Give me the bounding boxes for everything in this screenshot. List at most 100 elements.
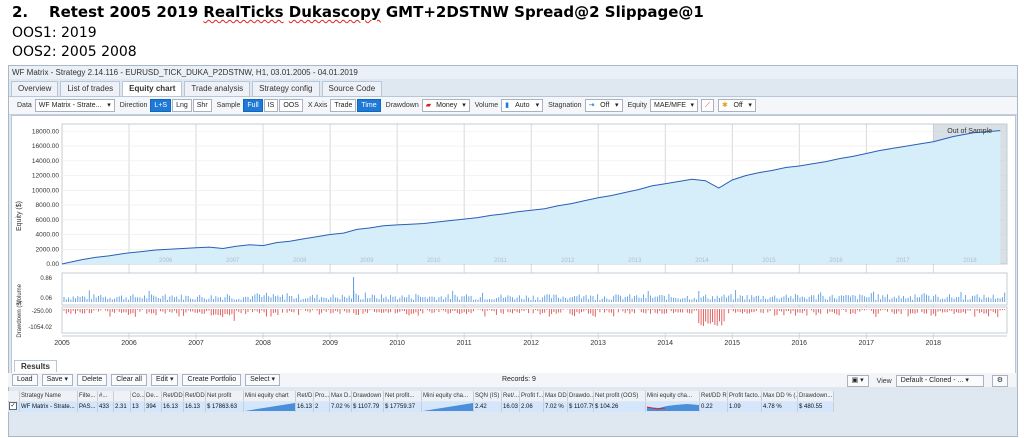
tab-bar: Overview List of trades Equity chart Tra… bbox=[9, 81, 1017, 96]
column-header[interactable]: Co... bbox=[131, 391, 145, 401]
y-tick-label: 16000.00 bbox=[32, 143, 59, 150]
column-header[interactable]: Ret/D... bbox=[296, 391, 314, 401]
tab-trade-analysis[interactable]: Trade analysis bbox=[184, 81, 251, 96]
column-header[interactable]: De... bbox=[145, 391, 162, 401]
volume-select[interactable]: ▮ Auto ▾ bbox=[501, 99, 544, 112]
column-header[interactable]: Net profit (OOS) bbox=[594, 391, 646, 401]
column-header[interactable]: Net profit... bbox=[384, 391, 422, 401]
chevron-down-icon: ▾ bbox=[965, 377, 969, 384]
delete-button-2[interactable]: Delete bbox=[77, 374, 108, 386]
create-portfolio-button-2[interactable]: Create Portfolio bbox=[182, 374, 242, 386]
column-header[interactable]: Max DD... bbox=[544, 391, 568, 401]
tab-overview[interactable]: Overview bbox=[11, 81, 59, 96]
heading-title-post: GMT+2DSTNW Spread@2 Slippage@1 bbox=[380, 3, 704, 21]
direction-lng-button[interactable]: Lng bbox=[172, 99, 192, 112]
chevron-down-icon: ▾ bbox=[615, 102, 619, 109]
column-header[interactable]: Pro... bbox=[314, 391, 330, 401]
equity-select[interactable]: MAE/MFE ▾ bbox=[650, 99, 699, 112]
edit-button-2[interactable]: Edit ▾ bbox=[150, 374, 179, 386]
column-header[interactable]: Strategy Name bbox=[20, 391, 78, 401]
xaxis-time-button[interactable]: Time bbox=[357, 99, 381, 112]
equity-extra-select[interactable]: ✱ Off ▾ bbox=[717, 99, 756, 112]
drawdown-select[interactable]: ▰ Money ▾ bbox=[421, 99, 470, 112]
x-tick-label: 2011 bbox=[457, 340, 472, 347]
drawdown-panel bbox=[61, 306, 1008, 334]
settings-button-2[interactable]: ⚙ bbox=[991, 375, 1008, 387]
tab-strategy-config[interactable]: Strategy config bbox=[252, 81, 320, 96]
column-header[interactable]: Profit facto... bbox=[728, 391, 762, 401]
data-select-value: WF Matrix - Strate... bbox=[38, 102, 102, 109]
view-label-2: View bbox=[876, 377, 892, 385]
view-value-2: Default - Cloned - ... bbox=[900, 377, 964, 384]
column-header[interactable]: Max D... bbox=[330, 391, 352, 401]
save-button-2[interactable]: Save ▾ bbox=[41, 374, 74, 386]
column-header[interactable]: #... bbox=[98, 391, 114, 401]
inner-year-label: 2010 bbox=[427, 258, 441, 264]
results-tab[interactable]: Results bbox=[14, 360, 57, 372]
row-checkbox[interactable]: ✓ bbox=[8, 402, 20, 412]
column-header[interactable]: SQN (IS) bbox=[474, 391, 502, 401]
direction-shr-button[interactable]: Shr bbox=[192, 99, 212, 112]
column-header[interactable] bbox=[8, 391, 20, 401]
checkmark-icon[interactable]: ✓ bbox=[9, 402, 17, 411]
stagnation-select[interactable]: ⇥ Off ▾ bbox=[584, 99, 623, 112]
column-header[interactable]: Net profit bbox=[206, 391, 244, 401]
column-header[interactable]: Ret/DD... bbox=[184, 391, 206, 401]
inner-year-label: 2016 bbox=[829, 258, 843, 264]
clear-all-button-2[interactable]: Clear all bbox=[111, 374, 147, 386]
x-tick-label: 2006 bbox=[121, 340, 137, 347]
table-cell: 2 bbox=[314, 402, 330, 412]
column-header[interactable]: Mini equity cha... bbox=[646, 391, 700, 401]
x-tick-label: 2010 bbox=[389, 340, 405, 347]
select-button-2[interactable]: Select ▾ bbox=[245, 374, 281, 386]
y-tick-label: 12000.00 bbox=[32, 173, 59, 180]
tab-list-of-trades[interactable]: List of trades bbox=[60, 81, 121, 96]
stagnation-label: Stagnation bbox=[548, 102, 582, 109]
table-cell: 16.03 bbox=[502, 402, 520, 412]
column-header[interactable]: Mini equity cha... bbox=[422, 391, 474, 401]
equity-line-button[interactable]: ⟋ bbox=[701, 99, 714, 112]
chevron-down-icon: ▾ bbox=[462, 102, 466, 109]
x-tick-label: 2016 bbox=[791, 340, 807, 347]
table-cell: 394 bbox=[145, 402, 162, 412]
view-select-2[interactable]: Default - Cloned - ... ▾ bbox=[895, 375, 984, 387]
table-cell: $ 17759.37 bbox=[384, 402, 422, 412]
table-row[interactable]: ✓ WF Matrix - Strate... PAS... 433 2.31 13 394… bbox=[8, 402, 1016, 412]
column-header[interactable]: Ret/DD R... bbox=[700, 391, 728, 401]
inner-year-label: 2013 bbox=[628, 258, 642, 264]
x-tick-label: 2018 bbox=[925, 340, 941, 347]
column-header[interactable]: Drawdown bbox=[352, 391, 384, 401]
results-button-bar: Load Save ▾ Delete Clear all Edit ▾ Crea… bbox=[8, 373, 1016, 387]
tab-source-code[interactable]: Source Code bbox=[321, 81, 383, 96]
equity-extra-value: Off bbox=[733, 102, 743, 109]
y-tick-label: 6000.00 bbox=[36, 217, 60, 224]
load-button-2[interactable]: Load bbox=[12, 374, 38, 386]
mini-equity-chart bbox=[422, 402, 474, 412]
sample-is-button[interactable]: IS bbox=[263, 99, 279, 112]
column-header[interactable]: Profit f... bbox=[520, 391, 544, 401]
tab-equity-chart[interactable]: Equity chart bbox=[122, 81, 183, 96]
y-axis-label: Equity ($) bbox=[16, 201, 23, 231]
sample-oos-button[interactable]: OOS bbox=[279, 99, 303, 112]
export-button-2[interactable]: ▣ ▾ bbox=[846, 375, 869, 387]
column-header[interactable]: Max DD % (... bbox=[762, 391, 798, 401]
inner-year-label: 2009 bbox=[360, 258, 374, 264]
column-header[interactable]: Drawdown... bbox=[798, 391, 834, 401]
column-header[interactable] bbox=[114, 391, 131, 401]
column-header[interactable]: Drawdo... bbox=[568, 391, 594, 401]
table-cell: 7.02 % bbox=[330, 402, 352, 412]
column-header[interactable]: Ret/DD... bbox=[162, 391, 184, 401]
x-tick-label: 2009 bbox=[322, 340, 338, 347]
x-tick-label: 2017 bbox=[858, 340, 874, 347]
column-header[interactable]: Mini equity chart bbox=[244, 391, 296, 401]
xaxis-trade-button[interactable]: Trade bbox=[330, 99, 357, 112]
column-header[interactable]: Ret/... bbox=[502, 391, 520, 401]
sample-full-button[interactable]: Full bbox=[243, 99, 263, 112]
window-title: WF Matrix - Strategy 2.14.116 - EURUSD_T… bbox=[9, 66, 1017, 79]
table-header: Strategy Name Filte... #... Co... De... Ret/D… bbox=[8, 391, 1016, 401]
chevron-down-icon: ▾ bbox=[690, 102, 695, 109]
x-tick-label: 2013 bbox=[590, 340, 606, 347]
column-header[interactable]: Filte... bbox=[78, 391, 98, 401]
direction-ls-button[interactable]: L+S bbox=[150, 99, 172, 112]
data-select[interactable]: WF Matrix - Strate... ▾ bbox=[34, 99, 115, 112]
